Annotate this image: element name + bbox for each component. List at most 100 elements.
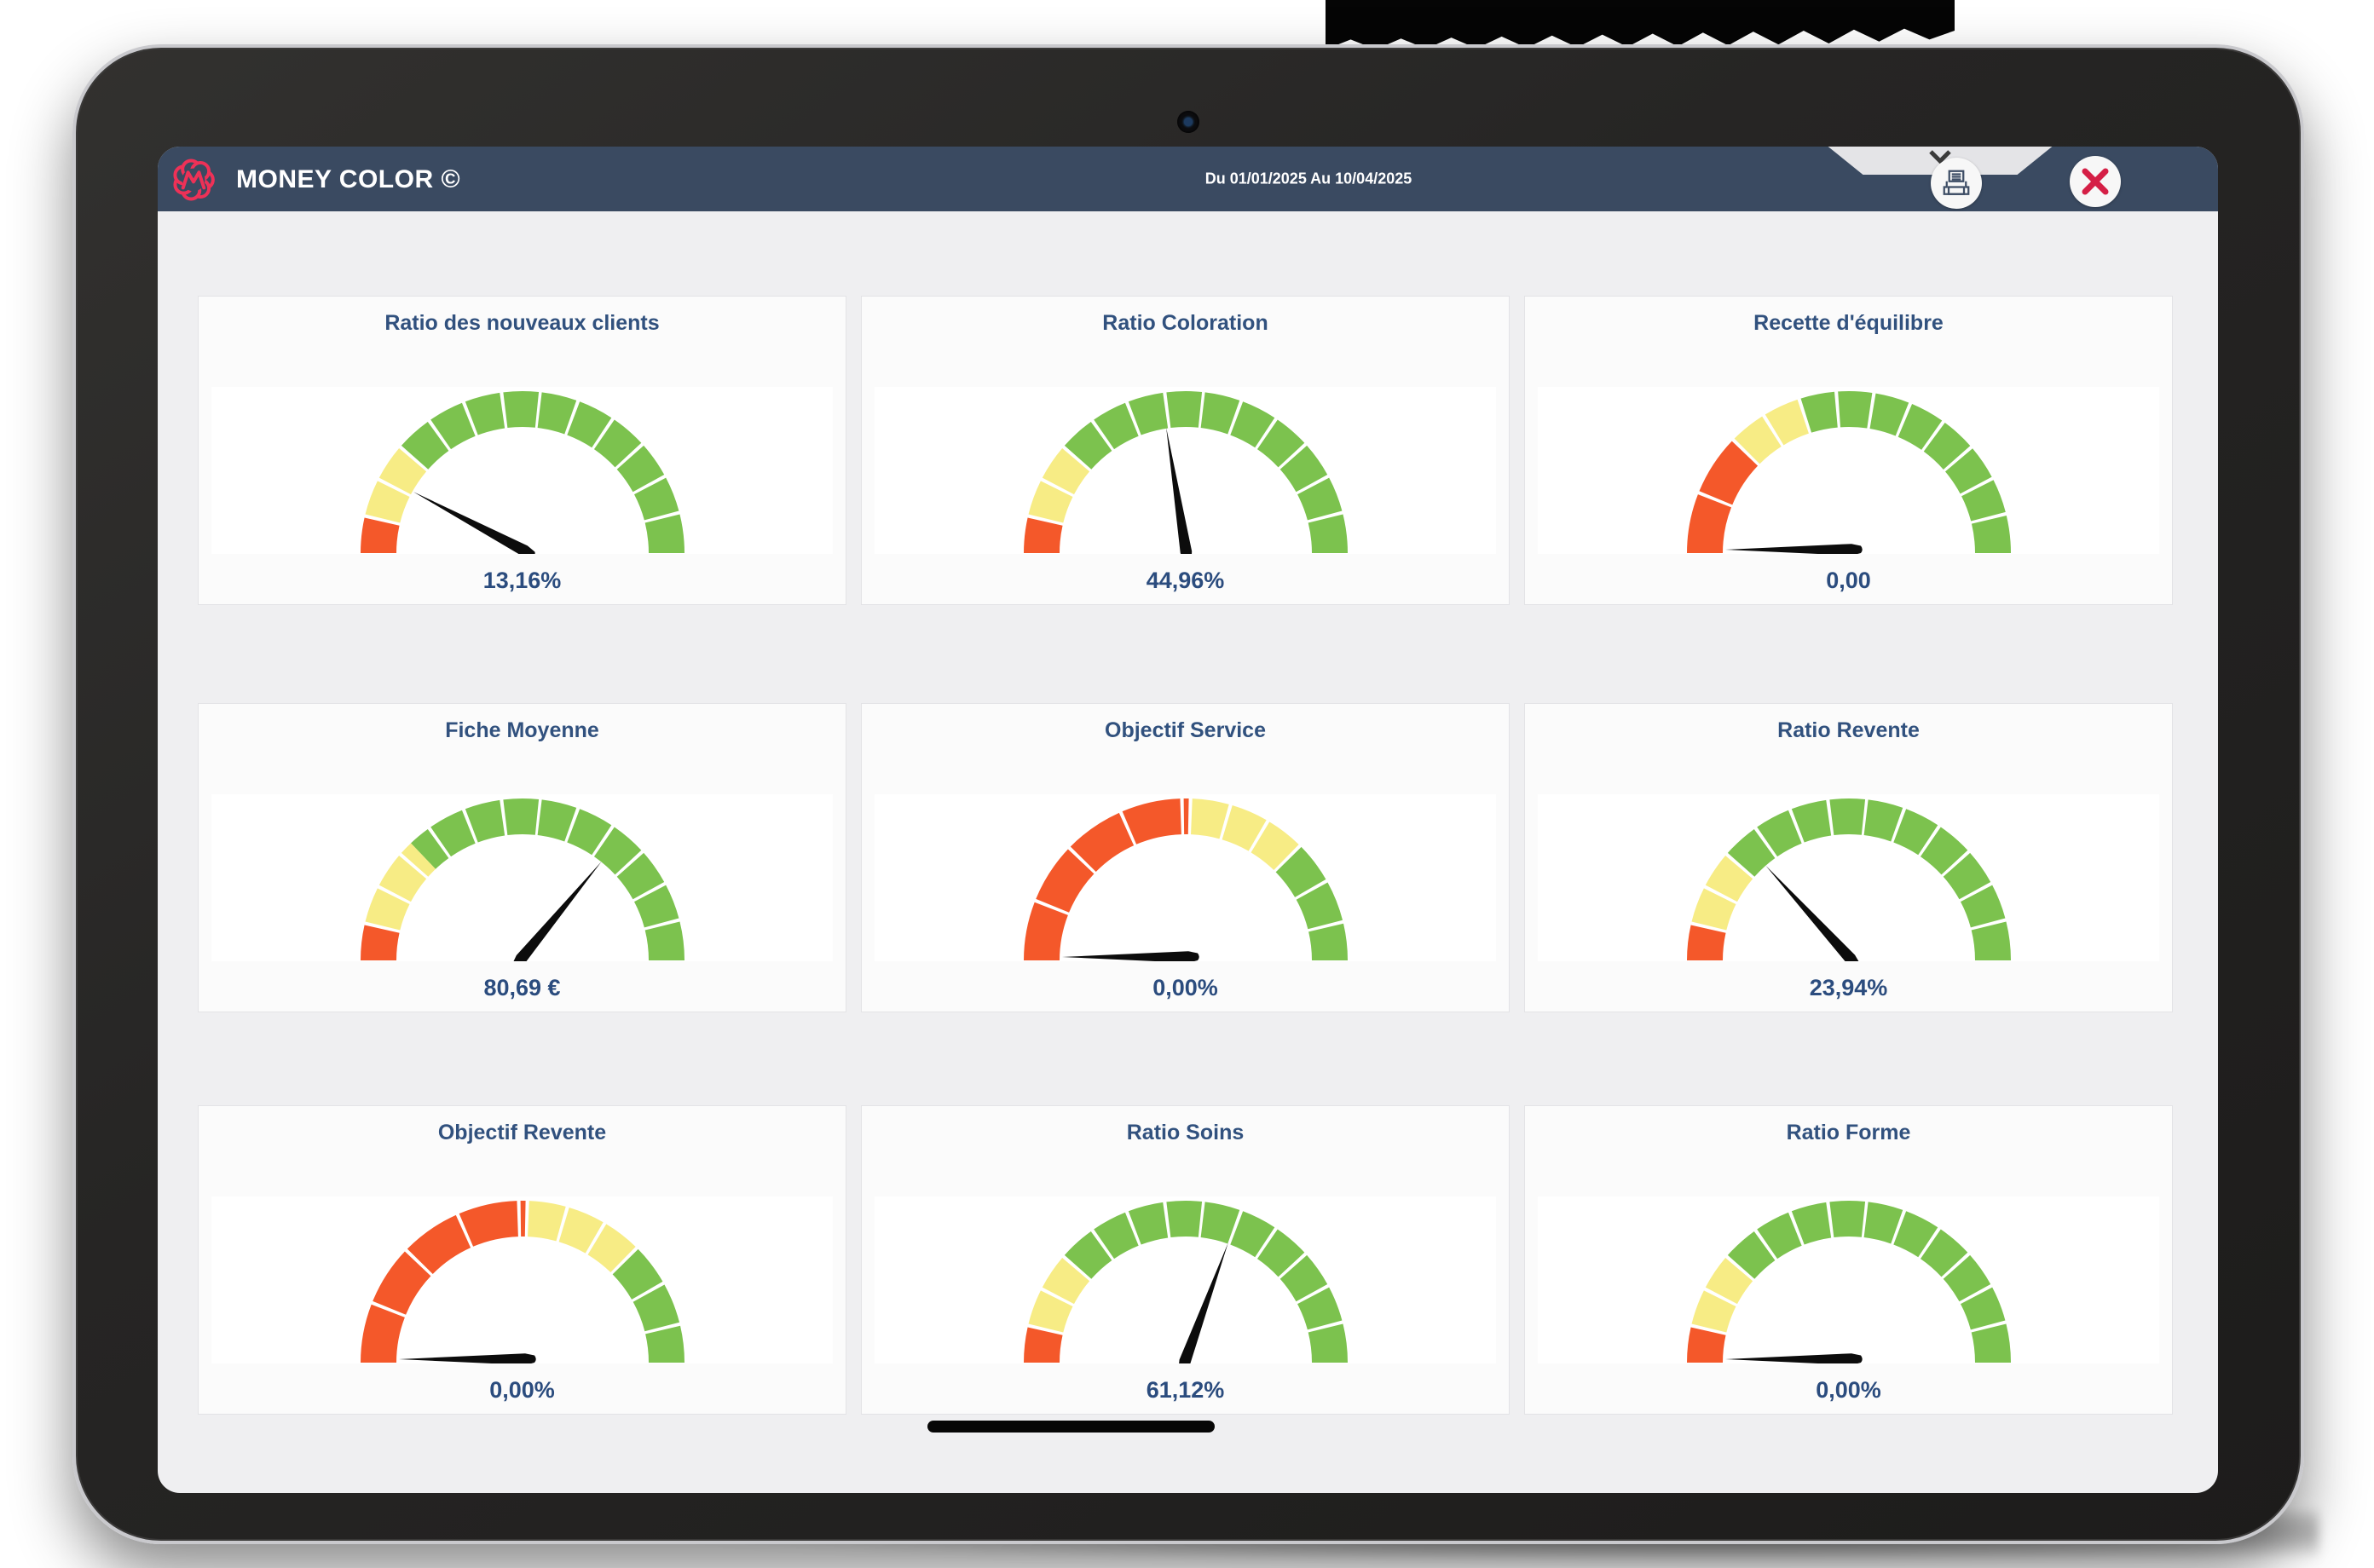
gauge-segment: [378, 856, 426, 902]
gauge-card: Fiche Moyenne 80,69 €: [198, 703, 846, 1012]
gauge-segment: [360, 517, 400, 553]
gauge-segment: [558, 1208, 604, 1254]
gauge-segment: [1705, 856, 1753, 902]
gauge-segment: [1920, 1229, 1967, 1277]
gauge-segment: [1028, 481, 1072, 523]
gauge-segment: [1691, 888, 1736, 931]
gauge-card: Ratio Coloration 44,96%: [861, 296, 1510, 605]
print-button[interactable]: [1931, 158, 1982, 209]
gauge-segment: [1028, 1290, 1072, 1333]
gauge-segment: [644, 514, 684, 553]
gauge-segment: [1275, 846, 1326, 897]
gauge-segment: [1944, 448, 1992, 494]
gauge-card: Ratio Soins 61,12%: [861, 1105, 1510, 1415]
gauge-title: Ratio Soins: [1126, 1121, 1245, 1144]
gauge-segment: [1765, 399, 1809, 446]
gauge-card: Objectif Service 0,00%: [861, 703, 1510, 1012]
gauge-segment: [465, 799, 505, 843]
gauge-needle: [1765, 865, 1860, 961]
app-screen: MONEY COLOR © Du 01/01/2025 Au 10/04/202…: [158, 147, 2218, 1493]
gauge-segment: [1869, 393, 1909, 436]
gauge-segment: [1920, 827, 1967, 875]
gauge-segment: [616, 445, 664, 493]
gauge-value: 13,16%: [482, 568, 562, 593]
gauge-segment: [1686, 494, 1731, 553]
gauge-segment: [633, 885, 679, 928]
gauge-segment: [593, 827, 641, 875]
gauge-segment: [593, 419, 641, 468]
gauge-segment: [612, 1248, 662, 1300]
gauge-segment: [644, 921, 684, 960]
gauge-segment: [1297, 1287, 1342, 1330]
gauge-segment: [1943, 852, 1990, 900]
gauge-card: Ratio des nouveaux clients 13,16%: [198, 296, 846, 605]
gauge-segment: [1308, 1323, 1348, 1363]
gauge-needle: [1724, 544, 1863, 554]
gauge-segment: [360, 925, 400, 960]
gauge-segment: [502, 390, 539, 429]
gauge-segment: [1971, 515, 2011, 553]
gauge-value: 80,69 €: [483, 975, 561, 1000]
gauge-needle: [1177, 1242, 1228, 1363]
close-button[interactable]: [2070, 156, 2121, 207]
brand: MONEY COLOR ©: [170, 156, 460, 204]
date-range-label: Du 01/01/2025 Au 10/04/2025: [1204, 170, 1412, 187]
gauge-segment: [1308, 923, 1348, 960]
gauge-segment: [1064, 1231, 1112, 1279]
gauge-segment: [1190, 798, 1229, 839]
gauge-segment: [1070, 812, 1134, 873]
gauge-segment: [1279, 1254, 1327, 1302]
gauge-plot-area: [875, 387, 1496, 554]
gauge-chart: [1686, 1200, 2011, 1363]
gauge-segment: [1222, 805, 1267, 851]
gauge-segment: [1800, 391, 1838, 433]
gauge-plot-area: [211, 387, 833, 554]
background-artifact: [1326, 0, 1955, 49]
gauge-segment: [430, 402, 476, 450]
gauge-chart: [1686, 390, 2011, 554]
gauge-needle: [398, 1353, 536, 1363]
gauge-plot-area: [875, 1196, 1496, 1363]
gauge-needle: [1724, 1353, 1863, 1363]
printer-icon: [1943, 170, 1970, 195]
gauge-segment: [1686, 1327, 1726, 1363]
gauge-segment: [1961, 480, 2006, 522]
gauge-segment: [1128, 1202, 1168, 1245]
gauge-segment: [1705, 1258, 1753, 1305]
gauge-segment: [1727, 828, 1775, 877]
gauge-segment: [1897, 404, 1942, 450]
gauge-segment: [1128, 392, 1168, 435]
gauge-segment: [616, 852, 664, 900]
close-icon: [2082, 168, 2109, 195]
gauge-title: Ratio des nouveaux clients: [384, 311, 660, 335]
gauge-segment: [372, 1251, 430, 1315]
gauge-segment: [1691, 1290, 1736, 1333]
camera-lens-icon: [1184, 118, 1193, 126]
gauge-segment: [1251, 821, 1299, 871]
gauge-segment: [1296, 882, 1343, 930]
gauge-segment: [1863, 1202, 1903, 1244]
gauge-segment: [1863, 799, 1903, 842]
gauge-segment: [1828, 798, 1865, 836]
gauge-title: Fiche Moyenne: [445, 718, 599, 742]
gauge-title: Ratio Coloration: [1102, 311, 1268, 335]
gauge-segment: [1734, 416, 1782, 464]
gauge-plot-area: [875, 794, 1496, 961]
gauge-segment: [632, 1284, 679, 1332]
gauge-segment: [1165, 390, 1202, 429]
gauge-segment: [1698, 441, 1758, 505]
tablet-frame: MONEY COLOR © Du 01/01/2025 Au 10/04/202…: [72, 44, 2304, 1544]
gauge-segment: [1971, 1323, 2011, 1363]
gauge-segment: [1035, 849, 1094, 913]
money-color-logo: [173, 159, 215, 201]
gauge-segment: [401, 843, 436, 877]
home-indicator[interactable]: [927, 1421, 1215, 1433]
gauge-segment: [537, 799, 576, 842]
chevron-down-icon: [1929, 150, 1951, 164]
gauge-segment: [360, 1304, 405, 1363]
gauge-segment: [1791, 1202, 1831, 1245]
gauge-segment: [1960, 1287, 2005, 1330]
gauge-segment: [1023, 902, 1068, 960]
gauge-card: Ratio Forme 0,00%: [1524, 1105, 2173, 1415]
